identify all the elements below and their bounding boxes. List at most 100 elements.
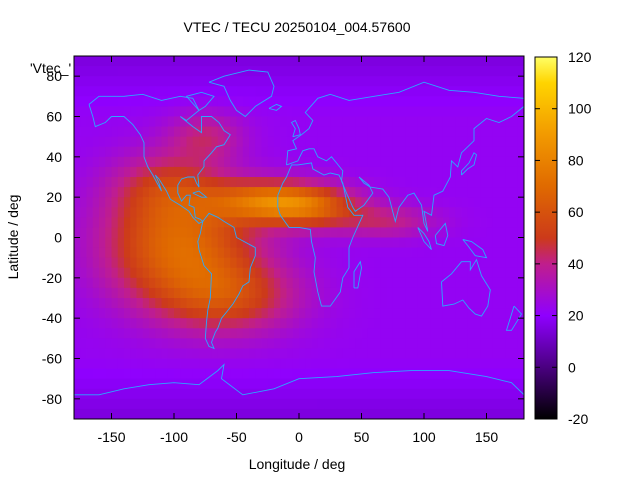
heatmap-cell xyxy=(286,126,294,138)
heatmap-cell xyxy=(199,56,206,67)
heatmap-cell xyxy=(155,86,163,97)
heatmap-cell xyxy=(330,136,338,148)
heatmap-cell xyxy=(324,267,331,279)
heatmap-cell xyxy=(417,56,425,67)
heatmap-cell xyxy=(149,298,156,309)
heatmap-cell xyxy=(367,187,375,198)
heatmap-cell xyxy=(311,66,319,77)
heatmap-cell xyxy=(105,86,113,97)
heatmap-cell xyxy=(374,328,381,339)
heatmap-cell xyxy=(292,348,300,360)
heatmap-cell xyxy=(249,287,256,299)
heatmap-cell xyxy=(430,318,438,329)
heatmap-cell xyxy=(461,408,469,419)
heatmap-cell xyxy=(224,177,231,188)
heatmap-cell xyxy=(117,328,125,339)
heatmap-cell xyxy=(392,308,400,319)
heatmap-cell xyxy=(467,217,475,229)
heatmap-cell xyxy=(274,318,281,329)
heatmap-cell xyxy=(361,358,369,370)
heatmap-cell xyxy=(224,96,231,108)
heatmap-cell xyxy=(267,257,275,269)
heatmap-cell xyxy=(74,348,81,360)
heatmap-cell xyxy=(461,146,469,158)
heatmap-cell xyxy=(436,66,444,77)
heatmap-cell xyxy=(386,267,394,279)
heatmap-cell xyxy=(311,298,319,309)
heatmap-cell xyxy=(424,156,431,168)
heatmap-cell xyxy=(80,237,88,249)
heatmap-cell xyxy=(180,308,188,319)
heatmap-cell xyxy=(492,247,500,259)
heatmap-cell xyxy=(411,267,419,279)
heatmap-cell xyxy=(130,388,138,400)
heatmap-cell xyxy=(386,76,394,87)
heatmap-cell xyxy=(349,368,356,380)
heatmap-cell xyxy=(224,328,231,339)
series-key-label: 'Vtec_' xyxy=(30,60,71,76)
heatmap-cell xyxy=(511,348,519,360)
heatmap-cell xyxy=(249,308,256,319)
heatmap-cell xyxy=(105,287,113,299)
heatmap-cell xyxy=(155,76,163,87)
heatmap-cell xyxy=(455,328,463,339)
heatmap-cell xyxy=(274,368,281,380)
heatmap-cell xyxy=(511,146,519,158)
heatmap-cell xyxy=(249,348,256,360)
heatmap-cell xyxy=(161,338,169,350)
heatmap-cell xyxy=(367,408,375,419)
heatmap-cell xyxy=(292,287,300,299)
coastline-antarctica xyxy=(74,363,524,396)
heatmap-cell xyxy=(161,398,169,410)
heatmap-cell xyxy=(430,96,438,108)
heatmap-cell xyxy=(317,197,325,208)
heatmap-cell xyxy=(311,247,319,259)
heatmap-cell xyxy=(292,96,300,108)
heatmap-cell xyxy=(330,287,338,299)
heatmap-cell xyxy=(211,348,219,360)
heatmap-cell xyxy=(292,338,300,350)
heatmap-cell xyxy=(405,368,413,380)
heatmap-cell xyxy=(330,146,338,158)
heatmap-cell xyxy=(324,398,331,410)
heatmap-cell xyxy=(236,116,244,128)
heatmap-cell xyxy=(136,116,144,128)
heatmap-cell xyxy=(161,126,169,138)
heatmap-cell xyxy=(517,368,524,380)
heatmap-cell xyxy=(155,287,163,299)
heatmap-cell xyxy=(449,338,456,350)
heatmap-cell xyxy=(167,207,175,218)
heatmap-cell xyxy=(280,116,288,128)
heatmap-cell xyxy=(80,348,88,360)
heatmap-cell xyxy=(374,308,381,319)
heatmap-cell xyxy=(355,56,363,67)
heatmap-cell xyxy=(336,368,344,380)
heatmap-cell xyxy=(474,166,481,178)
heatmap-cell xyxy=(242,348,250,360)
heatmap-cell xyxy=(355,257,363,269)
heatmap-cell xyxy=(361,247,369,259)
heatmap-cell xyxy=(480,358,488,370)
heatmap-cell xyxy=(74,126,81,138)
heatmap-cell xyxy=(99,207,106,218)
heatmap-cell xyxy=(305,398,313,410)
heatmap-cell xyxy=(424,66,431,77)
heatmap-cell xyxy=(280,227,288,239)
heatmap-cell xyxy=(367,348,375,360)
heatmap-cell xyxy=(336,166,344,178)
heatmap-cell xyxy=(242,287,250,299)
heatmap-cell xyxy=(180,378,188,390)
heatmap-cell xyxy=(336,227,344,239)
heatmap-cell xyxy=(261,197,269,208)
heatmap-cell xyxy=(180,136,188,148)
heatmap-cell xyxy=(92,177,100,188)
heatmap-cell xyxy=(86,96,94,108)
heatmap-cell xyxy=(130,126,138,138)
heatmap-cell xyxy=(267,328,275,339)
heatmap-cell xyxy=(442,308,450,319)
heatmap-cell xyxy=(486,237,494,249)
heatmap-cell xyxy=(292,177,300,188)
y-tick-label: 0 xyxy=(54,230,62,246)
heatmap-cell xyxy=(480,237,488,249)
heatmap-cell xyxy=(455,166,463,178)
